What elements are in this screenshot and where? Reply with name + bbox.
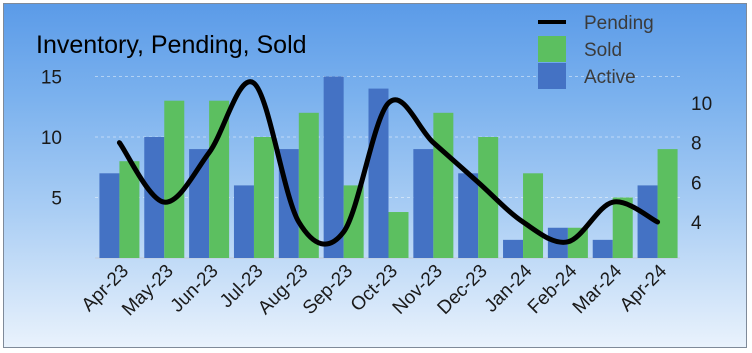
x-tick-label: Dec-23 bbox=[434, 261, 492, 319]
pending-line bbox=[116, 79, 661, 247]
x-tick-label: Mar-24 bbox=[569, 260, 627, 318]
x-tick-label: Nov-23 bbox=[389, 261, 447, 319]
bar-sold bbox=[478, 137, 499, 258]
bar-active bbox=[413, 149, 434, 258]
legend-swatch-active bbox=[538, 63, 566, 89]
bar-active bbox=[368, 88, 389, 258]
legend-label-active: Active bbox=[584, 67, 636, 88]
x-tick-label: Aug-23 bbox=[254, 261, 312, 319]
x-tick-label: Sep-23 bbox=[299, 261, 357, 319]
bar-sold bbox=[253, 137, 274, 258]
bar-sold bbox=[119, 161, 140, 258]
x-tick-label: Feb-24 bbox=[524, 260, 582, 318]
bar-active bbox=[503, 239, 524, 258]
pending-line-layer bbox=[116, 79, 661, 247]
bar-sold bbox=[567, 227, 588, 258]
bar-sold bbox=[343, 185, 364, 258]
y-axis-left: 5 10 15 bbox=[41, 68, 62, 210]
chart-title: Inventory, Pending, Sold bbox=[36, 31, 307, 59]
y-right-tick-label: 8 bbox=[691, 134, 702, 155]
bar-active bbox=[592, 239, 613, 258]
bar-active bbox=[99, 173, 120, 258]
legend: Pending Sold Active bbox=[538, 13, 654, 89]
legend-swatch-sold bbox=[538, 36, 566, 62]
bar-sold bbox=[164, 100, 185, 258]
bar-active bbox=[323, 76, 344, 258]
legend-label-pending: Pending bbox=[584, 13, 654, 34]
y-left-tick-label: 5 bbox=[51, 189, 62, 210]
y-right-tick-label: 4 bbox=[691, 213, 702, 234]
bar-active bbox=[233, 185, 254, 258]
y-right-tick-label: 6 bbox=[691, 173, 702, 194]
y-left-tick-label: 15 bbox=[41, 68, 62, 89]
y-right-tick-label: 10 bbox=[691, 94, 712, 115]
x-tick-label: May-23 bbox=[118, 261, 178, 321]
bars-layer bbox=[99, 76, 678, 258]
bar-sold bbox=[612, 197, 633, 258]
y-axis-right: 4 6 8 10 bbox=[691, 94, 712, 234]
bar-sold bbox=[388, 212, 409, 258]
bar-active bbox=[637, 185, 658, 258]
legend-label-sold: Sold bbox=[584, 40, 622, 61]
bar-sold bbox=[298, 112, 319, 258]
x-tick-label: Jun-23 bbox=[167, 261, 223, 317]
bar-sold bbox=[523, 173, 544, 258]
bar-active bbox=[458, 173, 479, 258]
x-axis: Apr-23May-23Jun-23Jul-23Aug-23Sep-23Oct-… bbox=[78, 260, 672, 320]
y-left-tick-label: 10 bbox=[41, 128, 62, 149]
x-tick-label: Apr-24 bbox=[616, 260, 671, 315]
bar-sold bbox=[657, 149, 678, 258]
bar-sold bbox=[433, 112, 454, 258]
